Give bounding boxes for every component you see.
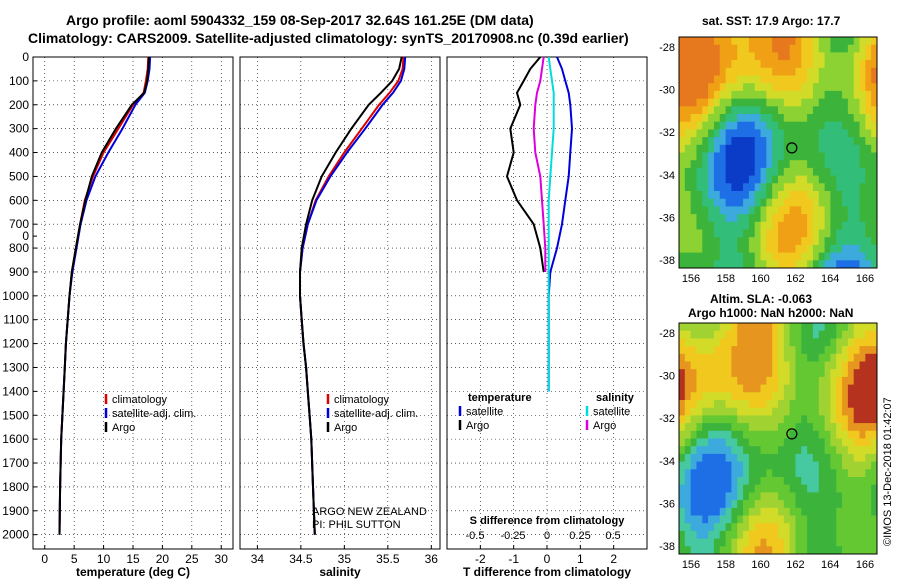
x-tick-label: 10: [97, 552, 111, 566]
x-tick-label: -1: [508, 552, 519, 566]
y-tick-label: 1300: [2, 360, 29, 374]
y-tick-label: 1600: [2, 432, 29, 446]
diff-legend-label: satellite: [466, 406, 503, 418]
series-line-s-argo: [532, 56, 547, 272]
plot-frame-2: [239, 56, 441, 550]
diff-legend-label: Argo: [593, 420, 616, 432]
y-tick-label: 1900: [2, 504, 29, 518]
x-tick-label: 34: [251, 552, 265, 566]
diff-legend-sal-title: salinity: [596, 392, 635, 404]
y-tick-label: 500: [9, 169, 29, 183]
sal-legend-label: climatology: [334, 394, 390, 406]
x-axis-label: T difference from climatology: [463, 565, 631, 579]
s-tick-label: 0.5: [605, 530, 620, 542]
diff-legend-label: satellite: [593, 406, 630, 418]
s-tick-label: -0.5: [466, 530, 485, 542]
series-line-argo: [58, 56, 150, 535]
annotation-line-2: PI: PHIL SUTTON: [312, 519, 401, 531]
x-axis-label: temperature (deg C): [76, 565, 190, 579]
y-tick-label: 1000: [2, 289, 29, 303]
y-tick-label: 800: [9, 241, 29, 255]
temp-legend-label: climatology: [112, 394, 168, 406]
x-tick-label: 35.5: [376, 552, 400, 566]
y-tick-label: 600: [9, 193, 29, 207]
y-tick-label: 700: [9, 217, 29, 231]
series-line-argo: [299, 56, 403, 535]
series-line-t-argo: [505, 56, 545, 273]
y-tick-label: 400: [9, 146, 29, 160]
x-tick-label: 2: [610, 552, 617, 566]
y-tick-label: 2000: [2, 528, 29, 542]
x-tick-label: 25: [185, 552, 199, 566]
plot-frame-1: [32, 56, 234, 550]
x-tick-label: 20: [156, 552, 170, 566]
y-tick-label: 1200: [2, 337, 29, 351]
x-tick-label: -2: [475, 552, 486, 566]
sal-legend-label: Argo: [334, 422, 357, 434]
sla-map-title: Altim. SLA: -0.063: [710, 292, 813, 306]
temp-legend-label: Argo: [112, 422, 135, 434]
x-tick-label: 30: [215, 552, 229, 566]
y-tick-label: 1400: [2, 384, 29, 398]
sst-map-title: sat. SST: 17.9 Argo: 17.7: [702, 14, 841, 28]
series-line-s-satellite: [547, 56, 555, 392]
y-tick-label: 300: [9, 122, 29, 136]
x-tick-label: 0: [41, 552, 48, 566]
y-tick-label: 900: [9, 265, 29, 279]
temp-legend-label: satellite-adj. clim.: [112, 408, 196, 420]
x-tick-label: 36: [425, 552, 439, 566]
y-tick-label: 1700: [2, 456, 29, 470]
sal-legend-label: satellite-adj. clim.: [334, 408, 418, 420]
y-tick-label: 0: [22, 50, 29, 64]
s-tick-label: 0: [544, 530, 550, 542]
title-line-1: Argo profile: aoml 5904332_159 08-Sep-20…: [66, 12, 534, 28]
y-tick-label: 200: [9, 98, 29, 112]
x-tick-label: 34.5: [289, 552, 313, 566]
y-tick-label: 1100: [3, 313, 29, 327]
y-tick-label: 100: [9, 74, 29, 88]
annotation-line-1: ARGO NEW ZEALAND: [312, 506, 427, 518]
s-tick-label: 0.25: [569, 530, 590, 542]
x-tick-label: 15: [126, 552, 140, 566]
title-line-2: Climatology: CARS2009. Satellite-adjuste…: [28, 30, 629, 46]
y-tick-label: 0: [22, 229, 29, 243]
x-tick-label: 1: [577, 552, 584, 566]
diff-legend-label: Argo: [466, 420, 489, 432]
y-tick-label: 1800: [2, 480, 29, 494]
diff-legend-temp-title: temperature: [468, 392, 532, 404]
s-axis-label: S difference from climatology: [470, 515, 626, 527]
x-tick-label: 5: [71, 552, 78, 566]
x-axis-label: salinity: [319, 565, 361, 579]
plot-frame-3: [446, 56, 648, 550]
y-tick-label: 1500: [2, 408, 29, 422]
x-tick-label: 35: [338, 552, 352, 566]
x-tick-label: 0: [544, 552, 551, 566]
sla-map-subtitle: Argo h1000: NaN h2000: NaN: [688, 306, 854, 320]
s-tick-label: -0.25: [500, 530, 525, 542]
